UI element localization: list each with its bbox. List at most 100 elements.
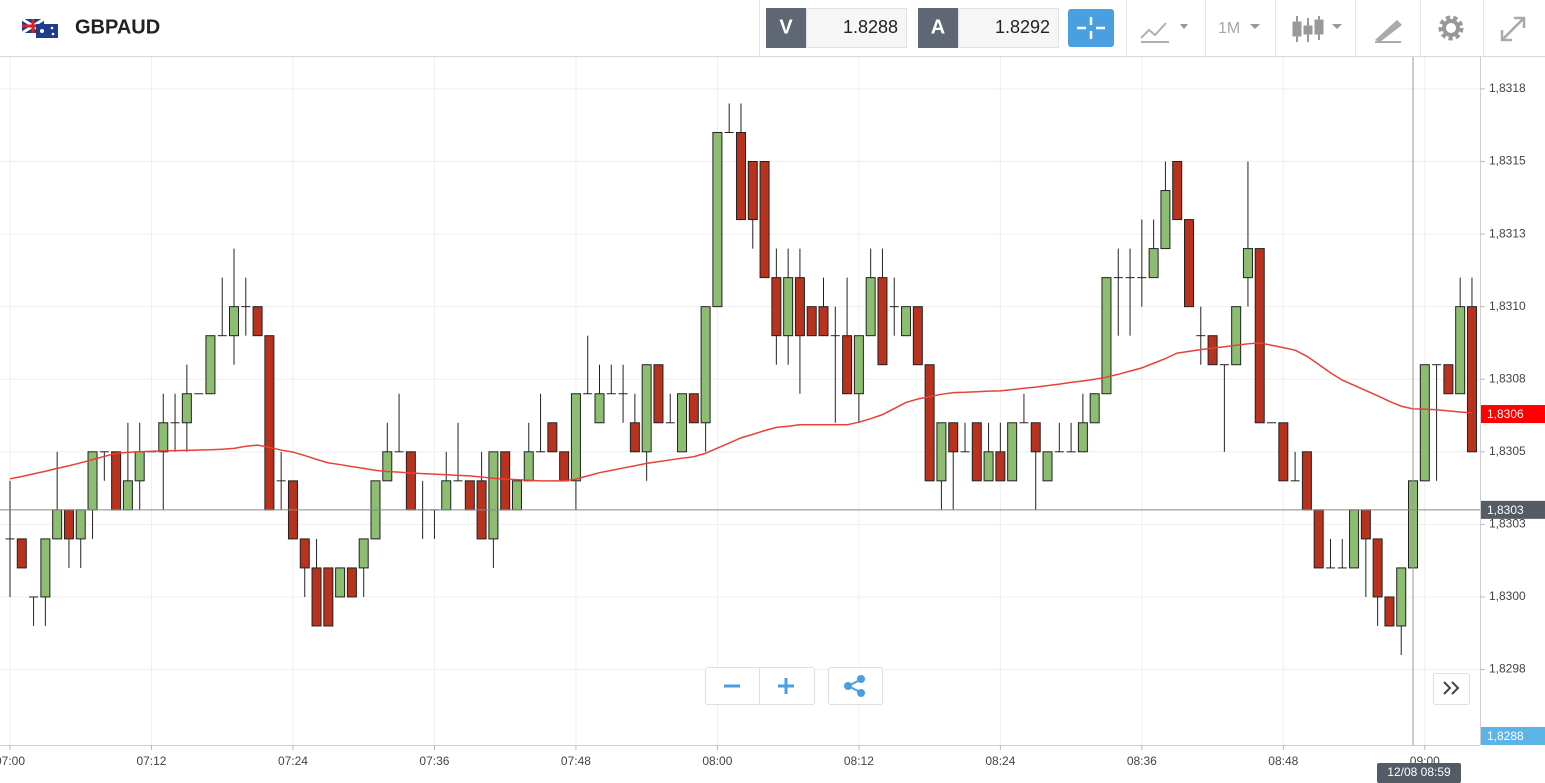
candle-body <box>523 451 534 482</box>
settings-button[interactable] <box>1438 15 1464 41</box>
y-tick-label: 1,8313 <box>1489 226 1526 240</box>
candle-body <box>1313 509 1324 569</box>
candle-body <box>170 422 180 424</box>
candle-body <box>594 393 605 424</box>
candle-body <box>464 480 475 511</box>
price-axis-bg <box>1480 57 1545 745</box>
candle-body <box>394 451 404 453</box>
candle-body <box>948 422 959 453</box>
draw-button[interactable] <box>1375 20 1402 43</box>
candle-body <box>1242 248 1253 279</box>
y-tick-label: 1,8298 <box>1489 662 1526 676</box>
candle-body <box>500 451 511 511</box>
x-tick-label: 08:12 <box>844 754 874 768</box>
candle-body <box>688 393 699 424</box>
candle-body <box>441 480 452 511</box>
plot <box>0 57 1480 745</box>
candle-body <box>99 451 109 453</box>
crosshair-button[interactable] <box>1068 9 1114 47</box>
x-tick-label: 08:36 <box>1127 754 1157 768</box>
candle-body <box>1419 364 1430 482</box>
share[interactable] <box>828 667 883 705</box>
candle-body <box>700 306 711 424</box>
bid-label-box <box>766 8 806 48</box>
candle-body <box>995 451 1006 482</box>
zoom-controls <box>705 667 1470 705</box>
bid-button[interactable]: V 1.8288 <box>766 8 907 48</box>
ask-button[interactable]: A 1.8292 <box>918 8 1059 48</box>
zoom-in[interactable] <box>778 678 794 694</box>
candle-body <box>1466 306 1477 453</box>
moving-average <box>9 342 1473 482</box>
y-tick-label: 1,8308 <box>1489 371 1526 385</box>
candle-body <box>570 393 581 482</box>
candle-body <box>842 335 853 395</box>
candle-body <box>1349 509 1360 569</box>
candle-body <box>853 335 864 395</box>
candle-body <box>1030 422 1041 453</box>
candle-body <box>264 335 275 511</box>
x-tick-label: 07:24 <box>278 754 308 768</box>
y-tick-label: 1,8300 <box>1489 589 1526 603</box>
candle-body <box>122 480 133 511</box>
candle-body <box>1172 161 1183 221</box>
x-tick-label: 07:36 <box>419 754 449 768</box>
crosshair-box <box>1377 763 1462 783</box>
candle-body <box>771 277 782 337</box>
candle-body <box>1337 567 1347 569</box>
candle-body <box>1443 364 1454 395</box>
candle-body <box>311 567 322 627</box>
candle-body <box>276 480 286 482</box>
overlay-marker-label: 1,8306 <box>1487 407 1524 421</box>
candle-body <box>936 422 947 482</box>
candle-body <box>453 480 463 482</box>
candle-body <box>241 306 251 308</box>
candle-body <box>1207 335 1218 366</box>
candle-body <box>229 306 240 337</box>
overlay-marker-box <box>1481 405 1545 424</box>
candle-body <box>1196 335 1206 337</box>
bid-box <box>806 8 907 48</box>
y-tick-label: 1,8315 <box>1489 154 1526 168</box>
timeframe-arrow <box>1250 24 1260 29</box>
candle-body <box>217 335 227 337</box>
x-tick-label: 07:48 <box>561 754 591 768</box>
x-tick-label: 07:12 <box>136 754 166 768</box>
flag <box>21 17 58 38</box>
candle-body <box>1301 451 1312 511</box>
candle-body <box>29 596 39 598</box>
ask-price: 1.8292 <box>995 17 1050 37</box>
candle-body <box>1278 422 1289 482</box>
y-tick-label: 1,8303 <box>1489 517 1526 531</box>
candle-body <box>629 422 640 453</box>
candle-body <box>1054 451 1064 453</box>
candle-body <box>806 306 817 337</box>
candle-body <box>52 509 63 540</box>
candle-body <box>335 567 346 598</box>
crosshair-label: 12/08 08:59 <box>1387 765 1451 779</box>
indicator-button[interactable] <box>1140 22 1188 43</box>
candle-body <box>1290 480 1300 482</box>
candle-body <box>1219 364 1229 366</box>
candle-body <box>5 538 15 540</box>
candle-body <box>877 277 888 366</box>
candle-body <box>559 451 570 482</box>
candle-body <box>134 451 145 482</box>
chart-type-button[interactable] <box>1292 16 1342 42</box>
candle-body <box>641 364 652 453</box>
y-tick-label: 1,8305 <box>1489 444 1526 458</box>
ask-label-box <box>918 8 958 48</box>
candle-body <box>735 131 746 221</box>
ask-label: A <box>931 16 945 38</box>
candle-body <box>205 335 216 395</box>
axes: 1,8318 1,8315 1,8313 1,8310 1,8308 1,8305 1,83… <box>0 81 1545 783</box>
timeframe[interactable]: 1M <box>1218 20 1240 37</box>
candle-body <box>111 451 122 511</box>
candle-body <box>382 451 393 482</box>
candle-body <box>1066 451 1076 453</box>
candle-body <box>1396 567 1407 627</box>
scroll-end[interactable] <box>1433 673 1470 705</box>
fullscreen-button[interactable] <box>1500 16 1526 42</box>
candle-body <box>1042 451 1053 482</box>
candle-body <box>1254 248 1265 424</box>
